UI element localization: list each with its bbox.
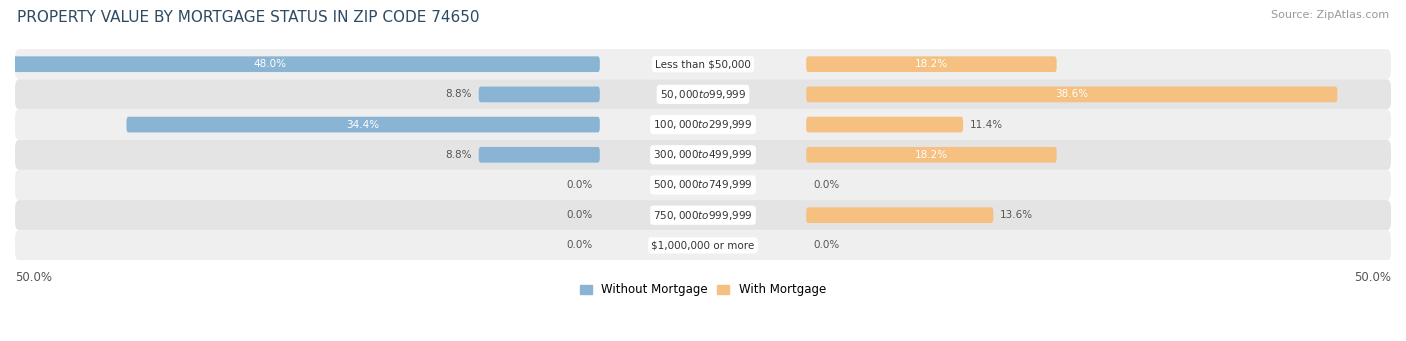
FancyBboxPatch shape bbox=[478, 87, 600, 102]
Text: PROPERTY VALUE BY MORTGAGE STATUS IN ZIP CODE 74650: PROPERTY VALUE BY MORTGAGE STATUS IN ZIP… bbox=[17, 10, 479, 25]
Legend: Without Mortgage, With Mortgage: Without Mortgage, With Mortgage bbox=[575, 279, 831, 301]
FancyBboxPatch shape bbox=[806, 117, 963, 132]
FancyBboxPatch shape bbox=[15, 200, 1391, 230]
FancyBboxPatch shape bbox=[806, 87, 1337, 102]
FancyBboxPatch shape bbox=[15, 170, 1391, 200]
Text: 0.0%: 0.0% bbox=[813, 240, 839, 250]
Text: $50,000 to $99,999: $50,000 to $99,999 bbox=[659, 88, 747, 101]
Text: 48.0%: 48.0% bbox=[253, 59, 285, 69]
FancyBboxPatch shape bbox=[15, 49, 1391, 79]
FancyBboxPatch shape bbox=[15, 79, 1391, 109]
Text: $500,000 to $749,999: $500,000 to $749,999 bbox=[654, 178, 752, 192]
Text: $750,000 to $999,999: $750,000 to $999,999 bbox=[654, 209, 752, 222]
FancyBboxPatch shape bbox=[806, 147, 1057, 163]
Text: 34.4%: 34.4% bbox=[346, 120, 380, 130]
FancyBboxPatch shape bbox=[127, 117, 600, 132]
Text: 50.0%: 50.0% bbox=[15, 271, 52, 284]
Text: 8.8%: 8.8% bbox=[446, 89, 472, 99]
FancyBboxPatch shape bbox=[806, 56, 1057, 72]
FancyBboxPatch shape bbox=[15, 140, 1391, 170]
Text: 18.2%: 18.2% bbox=[915, 150, 948, 160]
Text: $1,000,000 or more: $1,000,000 or more bbox=[651, 240, 755, 250]
Text: 11.4%: 11.4% bbox=[970, 120, 1002, 130]
Text: 8.8%: 8.8% bbox=[446, 150, 472, 160]
Text: 0.0%: 0.0% bbox=[567, 180, 593, 190]
FancyBboxPatch shape bbox=[478, 147, 600, 163]
Text: 0.0%: 0.0% bbox=[567, 210, 593, 220]
Text: 18.2%: 18.2% bbox=[915, 59, 948, 69]
Text: 13.6%: 13.6% bbox=[1000, 210, 1033, 220]
Text: 50.0%: 50.0% bbox=[1354, 271, 1391, 284]
Text: 0.0%: 0.0% bbox=[813, 180, 839, 190]
Text: $100,000 to $299,999: $100,000 to $299,999 bbox=[654, 118, 752, 131]
FancyBboxPatch shape bbox=[806, 207, 993, 223]
Text: 38.6%: 38.6% bbox=[1056, 89, 1088, 99]
Text: 0.0%: 0.0% bbox=[567, 240, 593, 250]
FancyBboxPatch shape bbox=[15, 109, 1391, 140]
Text: Less than $50,000: Less than $50,000 bbox=[655, 59, 751, 69]
FancyBboxPatch shape bbox=[15, 230, 1391, 261]
FancyBboxPatch shape bbox=[0, 56, 600, 72]
Text: $300,000 to $499,999: $300,000 to $499,999 bbox=[654, 148, 752, 161]
Text: Source: ZipAtlas.com: Source: ZipAtlas.com bbox=[1271, 10, 1389, 20]
